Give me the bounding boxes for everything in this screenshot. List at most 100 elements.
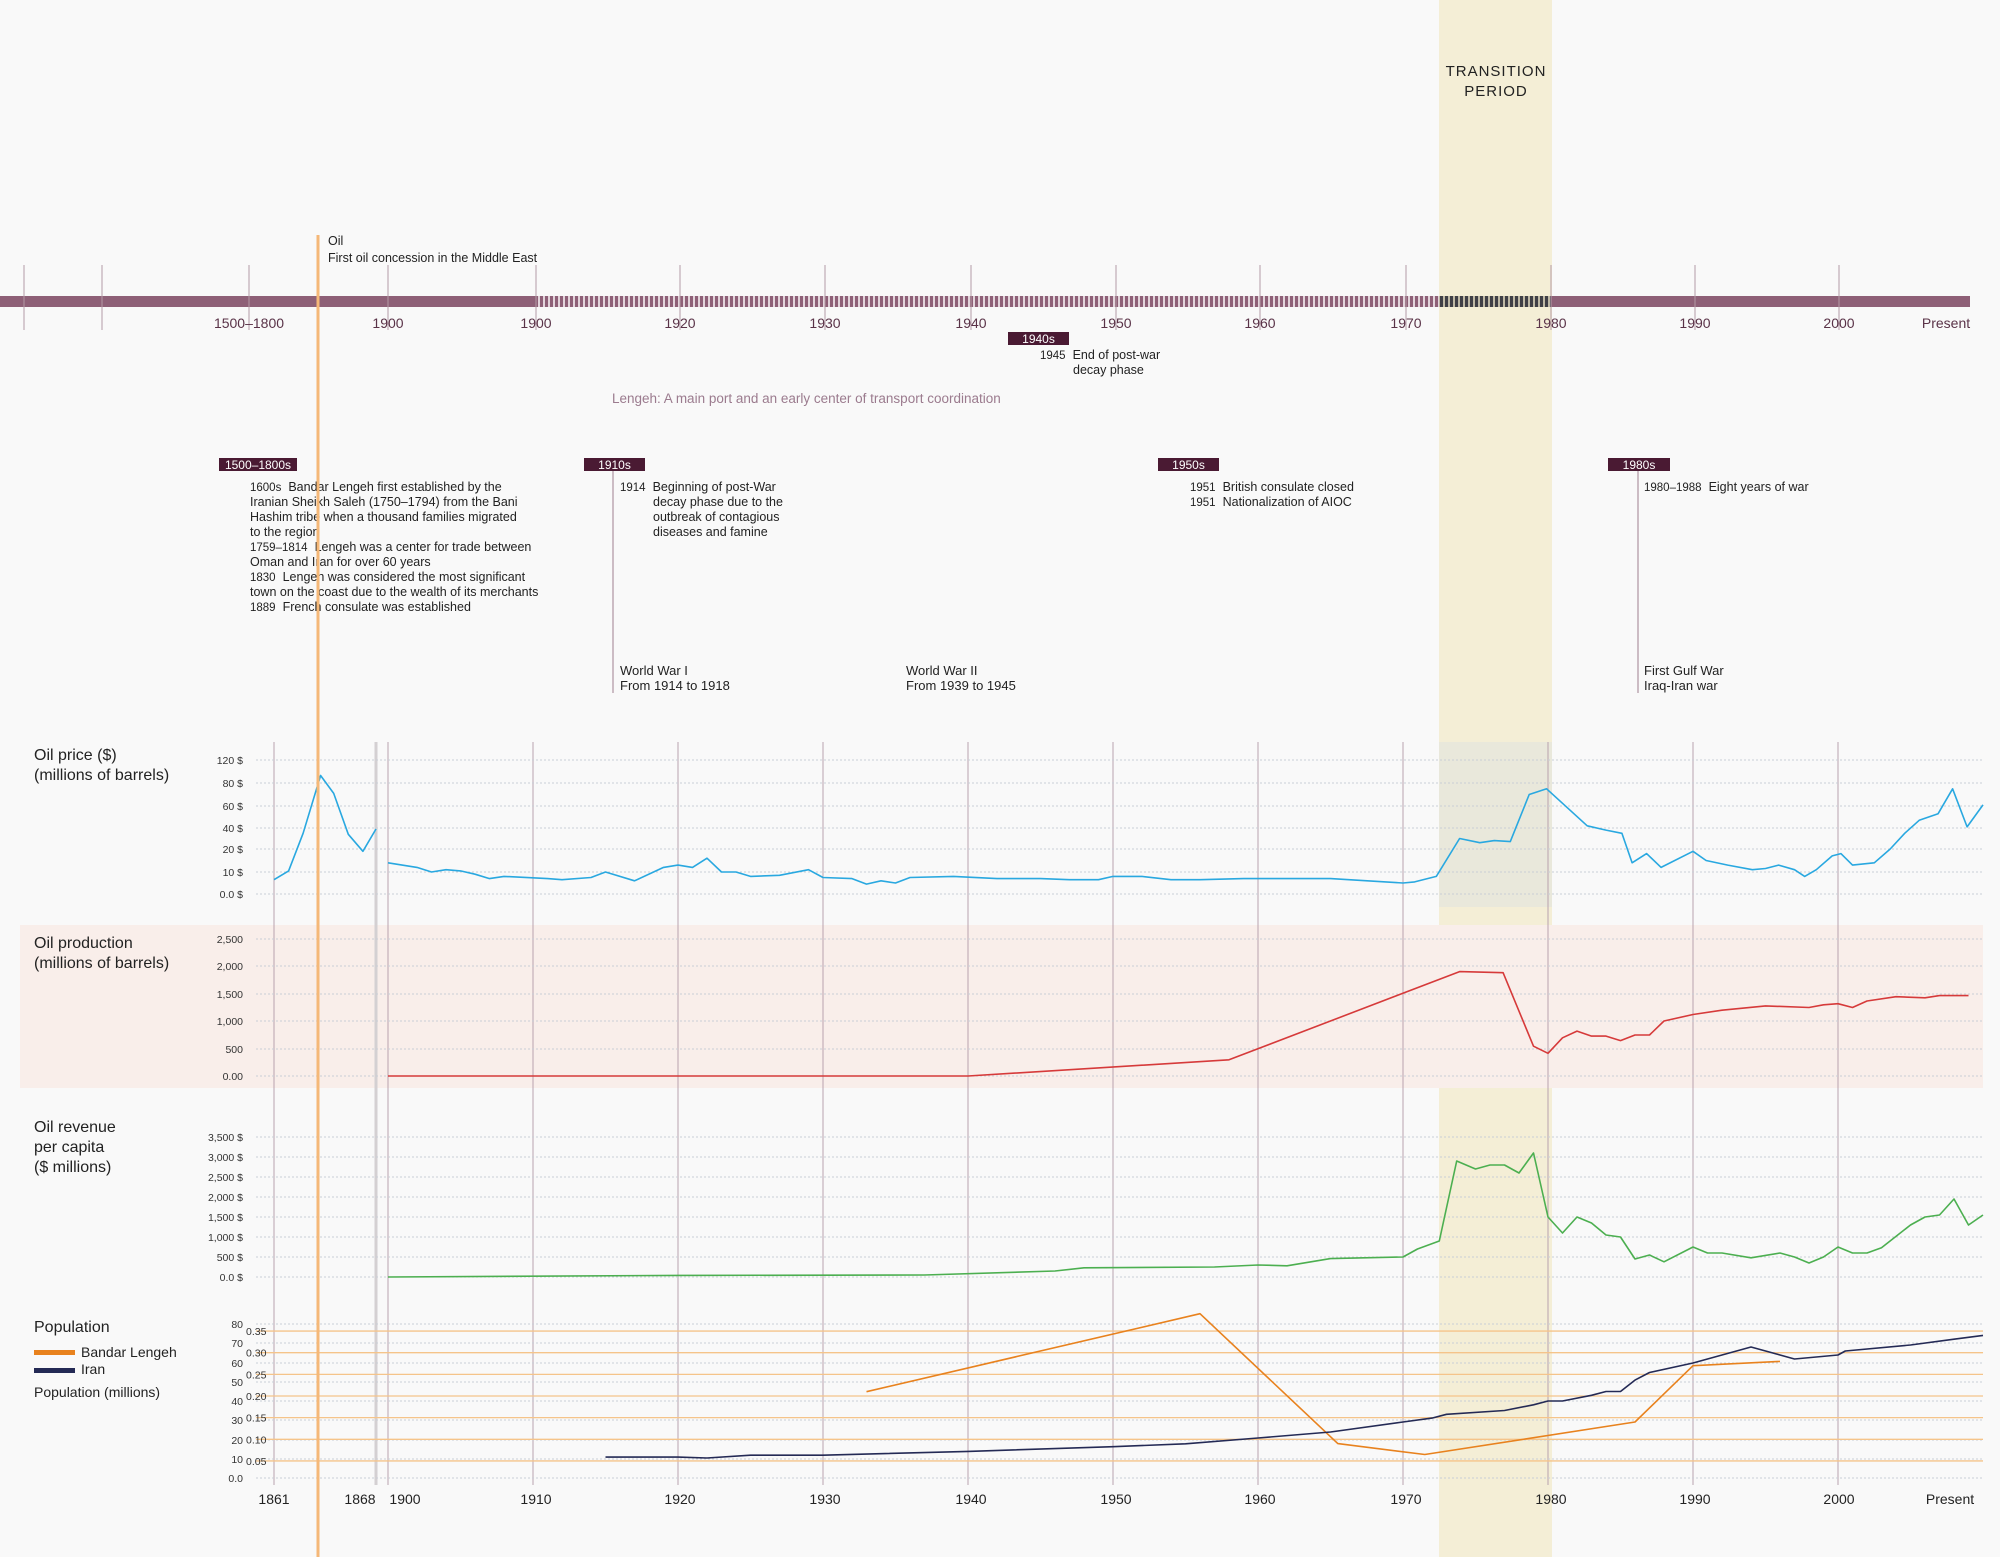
era-entry: 1600s Bandar Lengeh first established by … (250, 480, 502, 494)
era-entry-text: outbreak of contagious (653, 510, 779, 524)
x-tick-label: 1920 (664, 1491, 695, 1507)
era-annotations: 1500–1800s 1600s Bandar Lengeh first estab… (219, 332, 1809, 693)
x-tick-label: 1930 (809, 1491, 840, 1507)
y-tick-label: 20 $ (223, 844, 244, 856)
timeline-label: 1900 (372, 315, 403, 331)
x-tick-label: 1960 (1244, 1491, 1275, 1507)
era-entry-year: 1830 (250, 572, 276, 584)
era-entry: 1951 British consulate closed (1190, 480, 1354, 494)
era-entry-text: Lengeh was considered the most significa… (283, 570, 526, 584)
y-tick-label: 30 (231, 1415, 243, 1427)
transition-price-overlay (1439, 742, 1552, 907)
war-dates: Iraq-Iran war (1644, 678, 1718, 693)
timeline: 1500–1800 1900 1900 1920 1930 1940 1950 1960 197… (0, 265, 1970, 331)
transition-label-line1: TRANSITION (1446, 63, 1547, 80)
era-entry-text: town on the coast due to the wealth of i… (250, 585, 538, 599)
x-tick-label: 1900 (389, 1491, 420, 1507)
y-tick-label: 80 $ (223, 778, 244, 790)
x-tick-label: 1970 (1390, 1491, 1421, 1507)
y-tick-label: 120 $ (217, 755, 243, 767)
era-entry-text: French consulate was established (283, 600, 471, 614)
y-tick-label: 500 $ (217, 1252, 243, 1264)
era-tag (1158, 458, 1219, 471)
y-tick-label: 1,000 (217, 1016, 243, 1028)
era-entry-year: 1914 (620, 482, 646, 494)
timeline-bar-solid-recent (1551, 296, 1970, 307)
era-entry: 1951 Nationalization of AIOC (1190, 495, 1352, 509)
era-entry-year: 1600s (250, 482, 282, 494)
price-chart-title: (millions of barrels) (34, 767, 169, 784)
legend-label: Iran (81, 1361, 105, 1377)
oil-concession-marker-line (316, 235, 320, 1557)
era-1980s: 1980s 1980–1988 Eight years of war (1608, 458, 1809, 693)
era-tag (584, 458, 645, 471)
y-tick-label: 0.0 $ (220, 1272, 244, 1284)
x-tick-label: 1861 (258, 1491, 289, 1507)
timeline-label: 1960 (1244, 315, 1275, 331)
era-entry-text: Lengeh was a center for trade between (315, 540, 532, 554)
era-entry-text: decay phase due to the (653, 495, 783, 509)
era-entry-text: Hashim tribe when a thousand families mi… (250, 510, 517, 524)
x-tick-label: 1980 (1535, 1491, 1566, 1507)
era-entry: 1945 End of post-war (1040, 348, 1160, 362)
era-tag-label: 1910s (598, 458, 631, 472)
era-entry-text: Oman and Iran for over 60 years (250, 555, 431, 569)
war-dates: From 1914 to 1918 (620, 678, 730, 693)
era-tag (1608, 458, 1670, 471)
era-entry-year: 1980–1988 (1644, 482, 1702, 494)
series-line-oil-price-1900-present (387, 787, 1984, 885)
era-entry: 1914 Beginning of post-War (620, 480, 776, 494)
y-tick-label: 60 (231, 1358, 243, 1370)
timeline-label: 1950 (1100, 315, 1131, 331)
era-tag-label: 1980s (1623, 458, 1656, 472)
series-line-oil-price-1861-1868 (273, 774, 377, 881)
x-tick-label: 1940 (955, 1491, 986, 1507)
era-tag (219, 458, 297, 471)
x-tick-label: 2000 (1823, 1491, 1854, 1507)
era-entry-year: 1951 (1190, 482, 1216, 494)
y-tick-label-right: 0.20 (246, 1391, 267, 1403)
series-line-oil-revenue-per-capita (387, 1152, 1984, 1278)
y-tick-label: 2,500 $ (208, 1172, 243, 1184)
y-tick-label: 0.00 (223, 1071, 244, 1083)
era-1500–1800s: 1500–1800s 1600s Bandar Lengeh first estab… (219, 458, 538, 614)
oil-marker-text: First oil concession in the Middle East (328, 251, 538, 265)
revenue-chart-title: per capita (34, 1139, 104, 1156)
y-tick-label: 10 (231, 1454, 243, 1466)
war-title: World War I (620, 663, 688, 678)
y-tick-label-right: 0.25 (246, 1369, 267, 1381)
year-gridlines (273, 742, 1839, 1485)
x-tick-label: 1950 (1100, 1491, 1131, 1507)
population-chart: Population 0.0 10 20 30 40 50 60 70 80 0.05 0.10 0.1… (34, 1312, 1984, 1485)
price-chart-title: Oil price ($) (34, 747, 117, 764)
y-tick-label: 2,500 (217, 934, 243, 946)
timeline-label: 2000 (1823, 315, 1854, 331)
war-dates: From 1939 to 1945 (906, 678, 1016, 693)
era-tag (1008, 332, 1069, 345)
y-tick-label: 0.0 $ (220, 889, 244, 901)
y-tick-label: 70 (231, 1338, 243, 1350)
timeline-theme: Lengeh: A main port and an early center … (612, 391, 1001, 406)
era-entry-text: diseases and famine (653, 525, 768, 539)
era-1950s: 1950s 1951 British consulate closed 1951 Nat… (1158, 458, 1354, 509)
y-tick-label-right: 0.30 (246, 1348, 267, 1360)
revenue-chart-title: ($ millions) (34, 1159, 111, 1176)
era-entry-text: Beginning of post-War (653, 480, 776, 494)
y-tick-label: 2,000 (217, 961, 243, 973)
era-entry-text: Iranian Sheikh Saleh (1750–1794) from th… (250, 495, 518, 509)
timeline-label: 1980 (1535, 315, 1566, 331)
y-tick-label: 20 (231, 1435, 243, 1447)
era-entry-text: Nationalization of AIOC (1223, 495, 1352, 509)
y-tick-label: 60 $ (223, 801, 244, 813)
y-tick-label-right: 0.15 (246, 1413, 267, 1425)
production-chart: Oil production (millions of barrels) 0.00 5… (34, 934, 1983, 1083)
timeline-label: 1500–1800 (214, 315, 284, 331)
production-band-background (20, 925, 1983, 1088)
era-entry-text: decay phase (1073, 363, 1144, 377)
y-tick-label: 1,500 (217, 989, 243, 1001)
x-tick-label: 1868 (344, 1491, 375, 1507)
era-tag-label: 1500–1800s (225, 458, 291, 472)
